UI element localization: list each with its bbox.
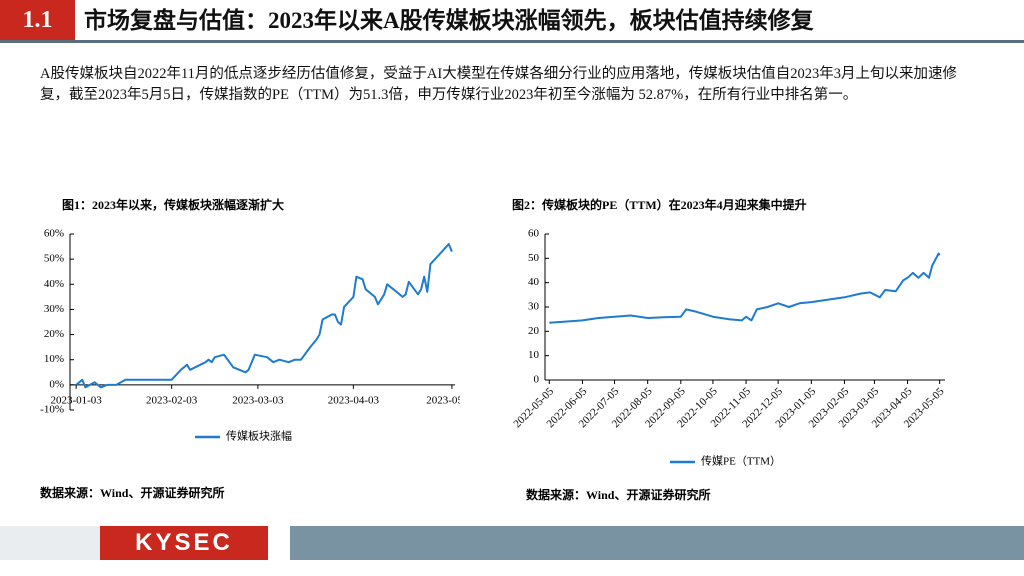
legend-label: 传媒板块涨幅 [226, 429, 292, 443]
chart: -10% 0% 10% 20% 30% 40% 50% 60% 2023-01-03 2023-0… [40, 228, 460, 443]
y-tick-label: 0% [49, 378, 64, 390]
x-tick-label: 2023-01-03 [50, 394, 102, 406]
x-tick-label: 2023-05-05 [426, 394, 460, 406]
y-tick-label: 10% [44, 353, 64, 365]
y-tick-label: 40% [44, 278, 64, 290]
x-tick-label: 2023-02-03 [146, 394, 198, 406]
logo: KYSEC [100, 526, 268, 560]
y-tick-label: 20 [528, 325, 540, 337]
footer-band [0, 526, 100, 560]
chart: 01020304050602022-05-052022-06-052022-07… [511, 228, 947, 468]
y-tick-label: 0 [534, 374, 540, 386]
footer-bar [290, 526, 1024, 560]
y-tick-label: 50% [44, 253, 64, 265]
x-tick-label: 2023-04-03 [328, 394, 380, 406]
y-tick-label: 30 [528, 301, 540, 313]
chart-title: 图1：2023年以来，传媒板块涨幅逐渐扩大 [62, 198, 285, 212]
body-text: A股传媒板块自2022年11月的低点逐步经历估值修复，受益于AI大模型在传媒各细… [40, 66, 957, 103]
data-line [549, 252, 941, 324]
legend-label: 传媒PE（TTM） [701, 455, 781, 468]
y-tick-label: 40 [528, 276, 540, 288]
section-number: 1.1 [0, 0, 75, 40]
y-tick-label: 20% [44, 328, 64, 340]
source-note: 数据来源：Wind、开源证券研究所 [526, 488, 711, 502]
y-tick-label: 50 [528, 252, 540, 264]
title-rule [0, 40, 1024, 43]
data-line [75, 243, 453, 389]
y-tick-label: 10 [528, 349, 540, 361]
x-tick-label: 2023-03-03 [232, 394, 284, 406]
y-tick-label: -10% [40, 404, 64, 416]
y-tick-label: 30% [44, 303, 64, 315]
slide-title: 市场复盘与估值：2023年以来A股传媒板块涨幅领先，板块估值持续修复 [84, 8, 814, 33]
y-tick-label: 60% [44, 228, 64, 240]
source-note: 数据来源：Wind、开源证券研究所 [40, 486, 225, 500]
y-tick-label: 60 [528, 228, 540, 240]
chart-title: 图2：传媒板块的PE（TTM）在2023年4月迎来集中提升 [512, 198, 807, 212]
